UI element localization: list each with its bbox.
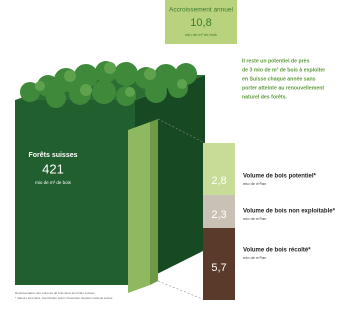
stack-value: 2,8 — [211, 175, 226, 187]
increment-column-side — [150, 119, 158, 285]
stack-label: Volume de bois potentiel* — [243, 174, 317, 180]
stack-unit: mio de m³/an — [243, 216, 266, 221]
increment-value: 10,8 — [190, 17, 211, 29]
increment-column — [128, 122, 150, 293]
stack-unit: mio de m³/an — [243, 255, 266, 260]
increment-unit: mio de m³ de bois — [185, 32, 217, 37]
stack-potential — [203, 143, 235, 195]
infographic: Accroissement annuel 10,8 mio de m³ de b… — [0, 0, 344, 309]
forest-unit: mio de m³ de bois — [35, 180, 72, 185]
note-line: en Suisse chaque année sans — [242, 76, 316, 82]
note: Il reste un potentiel de près de 3 mio d… — [242, 58, 325, 100]
forest-title: Forêts suisses — [28, 152, 77, 159]
note-line: porter atteinte au renouvellement — [242, 85, 324, 91]
footnote: * Valeurs arrondies, fourchettes selon l… — [15, 296, 113, 300]
note-line: naturel des forêts. — [242, 94, 288, 100]
note-line: de 3 mio de m³ de bois à exploiter — [242, 67, 325, 73]
forest-value: 421 — [42, 161, 64, 176]
footnote: Représentation des volumes de bois dans … — [15, 291, 95, 295]
stack-value: 2,3 — [211, 209, 226, 221]
stack-label: Volume de bois non exploitable* — [243, 209, 336, 215]
cube-front — [15, 100, 135, 285]
increment-title: Accroissement annuel — [169, 7, 234, 14]
stack-label: Volume de bois récolté* — [243, 248, 311, 254]
stack-unit: mio de m³/an — [243, 181, 266, 186]
note-line: Il reste un potentiel de près — [242, 58, 310, 64]
stack-value: 5,7 — [211, 262, 226, 274]
